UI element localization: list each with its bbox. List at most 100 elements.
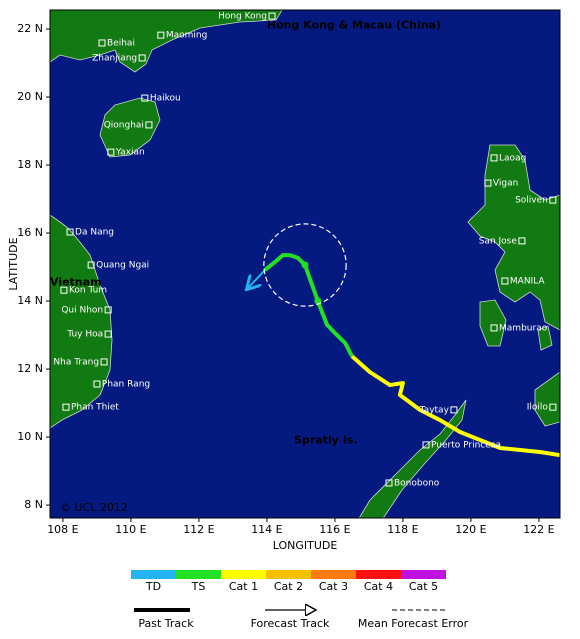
y-tick-label: 22 N <box>17 22 43 35</box>
place-label: Soliven <box>515 196 548 206</box>
past-track <box>263 253 354 358</box>
place-label: Hong Kong <box>218 12 267 22</box>
category-swatch <box>266 570 311 579</box>
island <box>537 325 553 351</box>
palawan <box>358 399 467 518</box>
y-tick-label: 14 N <box>17 294 43 307</box>
x-tick-label: 114 E <box>251 523 282 536</box>
place-marker <box>268 12 276 20</box>
y-tick-label: 10 N <box>17 430 43 443</box>
category-swatch <box>311 570 356 579</box>
place-label: Laoag <box>499 153 526 163</box>
place-label: Vigan <box>493 179 518 189</box>
place-marker <box>450 406 458 414</box>
x-tick-label: 116 E <box>319 523 350 536</box>
y-tick-label: 16 N <box>17 226 43 239</box>
credit: © UCL 2012 <box>60 501 128 514</box>
place-label: Phan Thiet <box>71 403 119 413</box>
place-marker <box>141 94 149 102</box>
category-label: TD <box>145 580 161 593</box>
category-label: Cat 1 <box>229 580 258 593</box>
place-label: Taytay <box>419 405 450 415</box>
category-swatch <box>176 570 221 579</box>
place-marker <box>157 31 165 39</box>
x-tick-label: 112 E <box>183 523 214 536</box>
place-label: San Jose <box>479 236 518 246</box>
place-marker <box>104 330 112 338</box>
legend-label: Past Track <box>138 617 194 630</box>
place-label: Kon Tum <box>69 286 107 296</box>
place-label: Beihai <box>107 38 135 48</box>
place-marker <box>100 358 108 366</box>
place-marker <box>104 306 112 314</box>
place-marker <box>60 286 68 294</box>
place-marker <box>62 403 70 411</box>
x-tick-label: 118 E <box>387 523 418 536</box>
place-marker <box>484 179 492 187</box>
place-marker <box>549 403 557 411</box>
luzon <box>467 144 560 331</box>
forecast-track <box>248 269 266 288</box>
y-tick-label: 20 N <box>17 90 43 103</box>
category-label: TS <box>191 580 206 593</box>
map: Hong Kong Beihai Maoming Zhanjiang Haikou Qio… <box>50 10 560 518</box>
place-label: Bonobono <box>394 478 440 488</box>
past-track <box>350 354 560 458</box>
place-label: Maoming <box>166 31 207 41</box>
category-label: Cat 2 <box>274 580 303 593</box>
place-label: Puerto Princesa <box>431 440 501 450</box>
place-label: Yaxian <box>115 148 145 158</box>
mindoro <box>479 299 507 347</box>
place-label: MANILA <box>510 277 546 287</box>
storm-position <box>301 261 309 269</box>
place-label: Quang Ngai <box>96 261 149 271</box>
place-marker <box>422 441 430 449</box>
legend-label: Forecast Track <box>251 617 330 630</box>
region-label: Vietnam <box>50 275 102 288</box>
x-tick-label: 122 E <box>523 523 554 536</box>
category-swatch <box>131 570 176 579</box>
region-label: Hong Kong & Macau (China) <box>267 19 441 32</box>
overlay: Hong Kong Beihai Maoming Zhanjiang Haikou Qio… <box>50 12 560 514</box>
place-label: Nha Trang <box>53 357 99 367</box>
place-label: Tuy Hoa <box>66 330 103 340</box>
place-marker <box>87 261 95 269</box>
place-marker <box>490 154 498 162</box>
category-label: Cat 3 <box>319 580 348 593</box>
x-tick-label: 120 E <box>455 523 486 536</box>
x-tick-label: 108 E <box>47 523 78 536</box>
x-tick-label: 110 E <box>115 523 146 536</box>
category-label: Cat 4 <box>364 580 393 593</box>
place-label: Iloilo <box>527 403 549 413</box>
category-swatch <box>401 570 446 579</box>
place-marker <box>549 196 557 204</box>
place-label: Mamburao <box>499 323 548 333</box>
category-swatch <box>221 570 266 579</box>
place-marker <box>501 277 509 285</box>
place-marker <box>490 324 498 332</box>
y-tick-label: 8 N <box>24 498 43 511</box>
place-label: Da Nang <box>75 228 114 238</box>
frame <box>49 9 561 519</box>
place-label: Phan Rang <box>102 380 150 390</box>
place-marker <box>518 237 526 245</box>
x-axis-label: LONGITUDE <box>273 539 338 552</box>
place-marker <box>107 148 115 156</box>
place-marker <box>138 54 146 62</box>
region-label: Spratly Is. <box>294 433 358 446</box>
china <box>50 10 283 73</box>
place-label: Qionghai <box>104 120 144 130</box>
y-tick-label: 12 N <box>17 362 43 375</box>
place-label: Qui Nhon <box>61 305 103 315</box>
place-label: Haikou <box>150 94 181 104</box>
visayas <box>534 371 560 427</box>
place-marker <box>98 39 106 47</box>
category-label: Cat 5 <box>409 580 438 593</box>
y-axis-label: LATITUDE <box>7 237 20 290</box>
place-marker <box>93 380 101 388</box>
place-label: Zhanjiang <box>92 53 137 63</box>
place-marker <box>145 121 153 129</box>
y-tick-label: 18 N <box>17 158 43 171</box>
category-swatch <box>356 570 401 579</box>
